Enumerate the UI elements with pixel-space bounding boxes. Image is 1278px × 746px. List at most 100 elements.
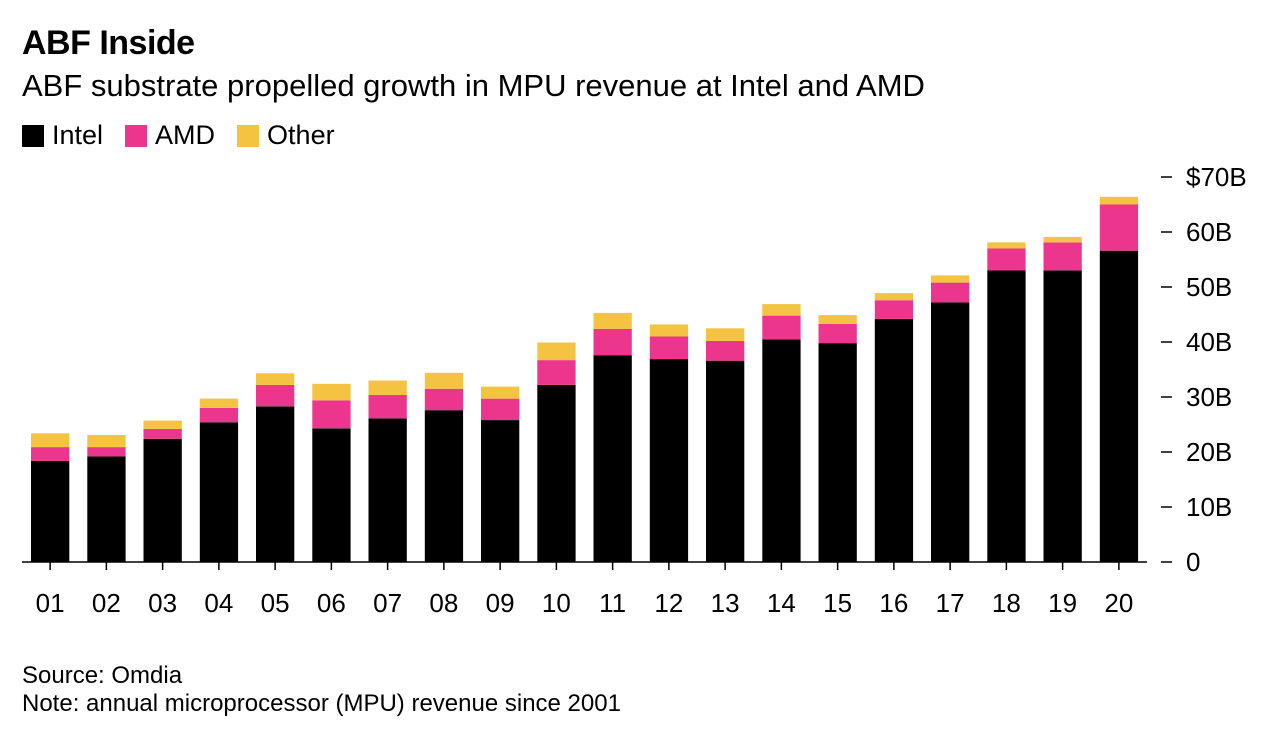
- x-tick-label-07: 07: [373, 588, 402, 618]
- bar-intel-04: [199, 422, 239, 562]
- x-tick-label-20: 20: [1104, 588, 1133, 618]
- bar-amd-02: [87, 447, 126, 457]
- bar-amd-18: [987, 248, 1026, 271]
- x-tick-label-06: 06: [317, 588, 346, 618]
- x-tick-label-19: 19: [1048, 588, 1077, 618]
- bar-other-14: [762, 304, 801, 316]
- bar-amd-04: [199, 408, 239, 423]
- bar-other-18: [987, 242, 1026, 249]
- x-tick-label-13: 13: [711, 588, 740, 618]
- y-tick-label-3: 30B: [1186, 382, 1232, 412]
- x-tick-label-16: 16: [879, 588, 908, 618]
- y-tick-label-4: 40B: [1186, 327, 1232, 357]
- bar-intel-08: [424, 410, 464, 562]
- bar-other-05: [256, 373, 295, 385]
- bar-other-20: [1099, 196, 1139, 205]
- bar-other-09: [481, 386, 520, 399]
- x-tick-label-04: 04: [204, 588, 233, 618]
- bar-intel-18: [987, 270, 1026, 562]
- bar-amd-09: [481, 398, 520, 420]
- bar-amd-13: [706, 340, 745, 361]
- bar-amd-11: [593, 328, 632, 356]
- bar-intel-10: [537, 384, 576, 562]
- bar-intel-14: [762, 339, 801, 563]
- chart-subtitle: ABF substrate propelled growth in MPU re…: [22, 68, 925, 103]
- x-tick-label-08: 08: [429, 588, 458, 618]
- bar-intel-13: [706, 360, 745, 562]
- bar-other-17: [931, 275, 970, 283]
- bar-other-07: [368, 380, 407, 395]
- legend-swatch-amd: [125, 124, 148, 147]
- x-tick-label-02: 02: [92, 588, 121, 618]
- legend-item-other: Other: [237, 120, 335, 151]
- bar-intel-19: [1043, 270, 1082, 562]
- bar-other-19: [1043, 236, 1082, 243]
- x-tick-label-09: 09: [486, 588, 515, 618]
- bar-amd-01: [31, 447, 70, 461]
- x-tick-label-01: 01: [36, 588, 65, 618]
- bar-amd-12: [649, 336, 689, 359]
- bar-other-04: [199, 398, 239, 408]
- bar-amd-06: [312, 400, 351, 429]
- x-tick-label-18: 18: [992, 588, 1021, 618]
- x-tick-label-15: 15: [823, 588, 852, 618]
- x-tick-label-12: 12: [654, 588, 683, 618]
- bar-intel-02: [87, 456, 126, 562]
- y-tick-label-0: 0: [1186, 547, 1200, 577]
- bar-other-16: [874, 293, 914, 301]
- bar-amd-14: [762, 315, 801, 340]
- bar-intel-17: [931, 302, 970, 562]
- chart-title: ABF Inside: [22, 24, 195, 62]
- bar-other-11: [593, 312, 632, 329]
- y-tick-label-6: 60B: [1186, 217, 1232, 247]
- bar-intel-15: [818, 343, 857, 562]
- bar-other-03: [143, 420, 182, 429]
- bar-amd-17: [931, 282, 970, 303]
- legend-label-intel: Intel: [52, 120, 104, 150]
- bar-intel-20: [1099, 250, 1139, 562]
- bar-intel-06: [312, 428, 351, 563]
- bar-other-01: [31, 433, 70, 448]
- bar-other-02: [87, 435, 126, 448]
- bar-amd-03: [143, 428, 182, 439]
- bar-amd-16: [874, 300, 914, 319]
- bar-other-12: [649, 324, 689, 337]
- chart-legend: Intel AMD Other: [22, 120, 357, 151]
- bar-intel-07: [368, 418, 407, 562]
- bar-other-08: [424, 372, 464, 389]
- bar-intel-01: [31, 460, 70, 562]
- y-tick-label-2: 20B: [1186, 437, 1232, 467]
- y-tick-label-7: $70B: [1186, 162, 1247, 192]
- bar-other-15: [818, 315, 857, 324]
- bar-amd-07: [368, 394, 407, 419]
- legend-item-amd: AMD: [125, 120, 215, 151]
- bar-intel-05: [256, 406, 295, 563]
- bar-amd-19: [1043, 242, 1082, 271]
- legend-swatch-other: [237, 124, 260, 147]
- y-tick-label-5: 50B: [1186, 272, 1232, 302]
- bar-other-13: [706, 328, 745, 341]
- legend-swatch-intel: [22, 124, 44, 147]
- legend-label-other: Other: [267, 120, 335, 150]
- x-tick-label-03: 03: [148, 588, 177, 618]
- bar-amd-05: [256, 384, 295, 407]
- x-tick-label-10: 10: [542, 588, 571, 618]
- bar-amd-20: [1099, 204, 1139, 251]
- bar-intel-09: [481, 420, 520, 562]
- bar-other-10: [537, 342, 576, 361]
- legend-item-intel: Intel: [22, 120, 103, 151]
- y-tick-label-1: 10B: [1186, 492, 1232, 522]
- bar-intel-16: [874, 318, 914, 562]
- bar-intel-11: [593, 355, 632, 562]
- legend-label-amd: AMD: [155, 120, 216, 150]
- x-tick-label-05: 05: [261, 588, 290, 618]
- source-text: Source: Omdia: [22, 662, 183, 689]
- bar-intel-12: [649, 359, 689, 562]
- note-text: Note: annual microprocessor (MPU) revenu…: [22, 690, 621, 717]
- x-tick-label-11: 11: [599, 588, 626, 618]
- x-tick-label-17: 17: [936, 588, 965, 618]
- bar-other-06: [312, 383, 351, 401]
- bar-amd-10: [537, 360, 576, 385]
- x-tick-label-14: 14: [767, 588, 796, 618]
